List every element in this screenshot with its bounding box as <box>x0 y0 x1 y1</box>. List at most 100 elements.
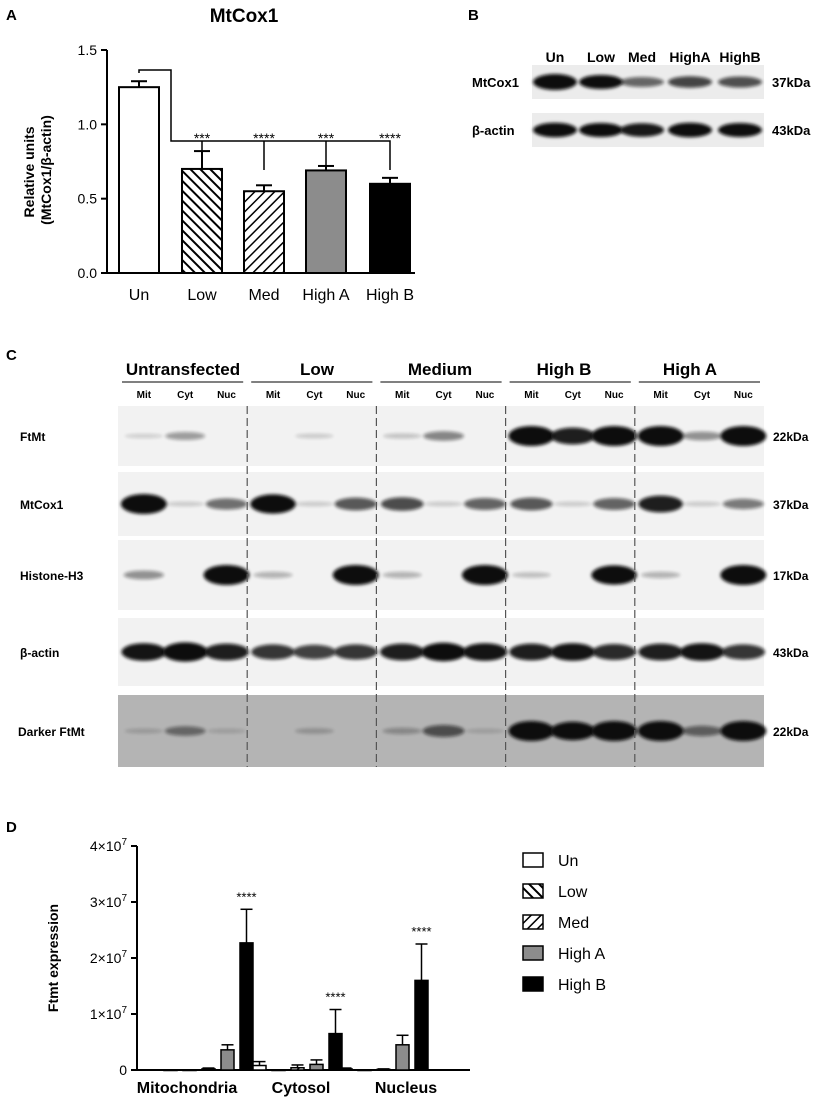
chart-a-ytick-label: 0.5 <box>78 191 98 207</box>
chart-d-bar-un <box>252 1064 267 1071</box>
blot-c-kda: 22kDa <box>773 430 809 444</box>
blot-c-band <box>512 572 551 578</box>
blot-c-lane-label: Mit <box>266 390 281 401</box>
blot-c-lane-label: Nuc <box>346 390 365 401</box>
chart-d-legend-swatch <box>522 883 544 899</box>
blot-c-band <box>637 721 684 741</box>
chart-d-bar-low <box>182 1069 197 1072</box>
blot-c-group-label: Untransfected <box>126 360 240 379</box>
blot-c-kda: 17kDa <box>773 569 809 583</box>
blot-b-lane-label: HighA <box>669 49 710 65</box>
chart-a-ylabel: Relative units (MtCox1/β-actin) <box>21 115 54 225</box>
chart-d-bar-med <box>376 1068 391 1071</box>
blot-c-band <box>591 721 638 741</box>
blot-c-band <box>123 570 165 580</box>
chart-a-ytick-label: 0.0 <box>78 265 98 281</box>
blot-b-row-label: β-actin <box>472 123 515 138</box>
chart-d-bar-un <box>163 1069 178 1072</box>
blot-c-band <box>124 433 163 439</box>
blot-c-band <box>165 501 205 507</box>
blot-c-kda: 43kDa <box>773 646 809 660</box>
chart-a-ylabel-line-1: Relative units <box>21 126 37 217</box>
chart-d-xtick-label: Cytosol <box>272 1080 331 1097</box>
chart-a-bar-low <box>181 167 223 274</box>
chart-d-legend-swatch <box>522 914 544 930</box>
blot-c-band <box>508 721 555 741</box>
blot-c-band <box>592 644 637 660</box>
blot-c-band <box>463 498 506 510</box>
blot-c-band <box>593 498 636 510</box>
blot-b-lane-label: Low <box>587 49 615 65</box>
panel-label-c: C <box>6 347 17 364</box>
blot-c-band <box>165 432 206 440</box>
blot-c-band <box>638 643 683 661</box>
blot-c-lane-label: Mit <box>524 390 539 401</box>
blot-b-band <box>533 122 577 138</box>
blot-c-group-label: High A <box>663 360 717 379</box>
chart-d-ytick-label: 4×107 <box>90 837 128 854</box>
chart-a-bar-med <box>243 190 285 275</box>
blot-b-lane-label: Un <box>546 49 565 65</box>
chart-d-significance: **** <box>411 924 431 939</box>
blot-c-band <box>679 643 725 661</box>
blot-c-lane-label: Mit <box>137 390 152 401</box>
blot-c-band <box>461 565 508 585</box>
chart-d-legend-label: High A <box>558 946 605 963</box>
blot-b-band <box>718 123 762 137</box>
chart-d-ytick-label: 3×107 <box>90 893 128 910</box>
chart-d-legend-swatch <box>522 976 544 992</box>
blot-c-band <box>120 494 167 514</box>
blot-c-band <box>422 725 465 737</box>
blot-b-lane-label: HighB <box>719 49 760 65</box>
blot-c-row-label: Histone-H3 <box>20 569 84 583</box>
chart-a-xtick-label: High B <box>366 287 414 304</box>
blot-b-band <box>533 74 577 90</box>
chart-d-bar-high-b <box>414 979 429 1071</box>
chart-a-ytick-label: 1.0 <box>78 116 98 132</box>
chart-d-bar-high-a <box>309 1063 324 1071</box>
panel-label-a: A <box>6 7 17 24</box>
blot-c-lane-label: Cyt <box>177 390 194 401</box>
blot-b: Un Low Med HighA HighB MtCox1 37kDa β-actin 43kD… <box>472 49 811 147</box>
blot-c-lane-label: Mit <box>395 390 410 401</box>
blot-c-band <box>720 721 767 741</box>
blot-c-row-label: MtCox1 <box>20 498 64 512</box>
blot-c-band <box>510 497 553 511</box>
blot-b-band <box>579 123 623 137</box>
blot-c-band <box>334 497 377 511</box>
blot-c-band <box>722 498 764 510</box>
blot-c-band <box>681 725 723 737</box>
blot-c-kda: 37kDa <box>773 498 809 512</box>
chart-a-significance: *** <box>194 130 211 146</box>
chart-a-significance: **** <box>379 130 401 146</box>
blot-c-band <box>203 565 250 585</box>
blot-c-band <box>465 728 505 734</box>
chart-d-bar-low <box>357 1069 372 1072</box>
chart-a-xtick-label: High A <box>302 287 349 304</box>
blot-c-lane-label: Nuc <box>217 390 236 401</box>
blot-c-band <box>550 427 595 445</box>
blot-c-band <box>382 571 422 579</box>
blot-c-band <box>124 728 164 734</box>
blot-b-row-label: MtCox1 <box>472 75 519 90</box>
blot-b-band <box>620 123 664 137</box>
blot-c-band <box>333 644 378 660</box>
blot-c-band <box>682 501 722 507</box>
chart-a-comparison-bracket <box>138 69 391 170</box>
blot-c-band <box>423 431 464 441</box>
chart-a-ylabel-line-2: (MtCox1/β-actin) <box>38 115 54 225</box>
blot-c-lane-label: Cyt <box>436 390 453 401</box>
blot-b-band <box>620 77 664 87</box>
blot-c-band <box>641 571 681 579</box>
chart-d-legend-label: Med <box>558 915 589 932</box>
blot-c-band <box>638 495 683 513</box>
blot-c-lane-label: Nuc <box>475 390 494 401</box>
chart-d-xtick-label: Mitochondria <box>137 1080 238 1097</box>
chart-a: MtCox1 Relative units (MtCox1/β-actin) 0… <box>21 6 415 304</box>
blot-c-band <box>591 426 638 446</box>
blot-b-lane-label: Med <box>628 49 656 65</box>
chart-d-legend-swatch <box>522 945 544 961</box>
blot-c-lane-label: Cyt <box>694 390 711 401</box>
blot-c-band <box>164 726 206 736</box>
